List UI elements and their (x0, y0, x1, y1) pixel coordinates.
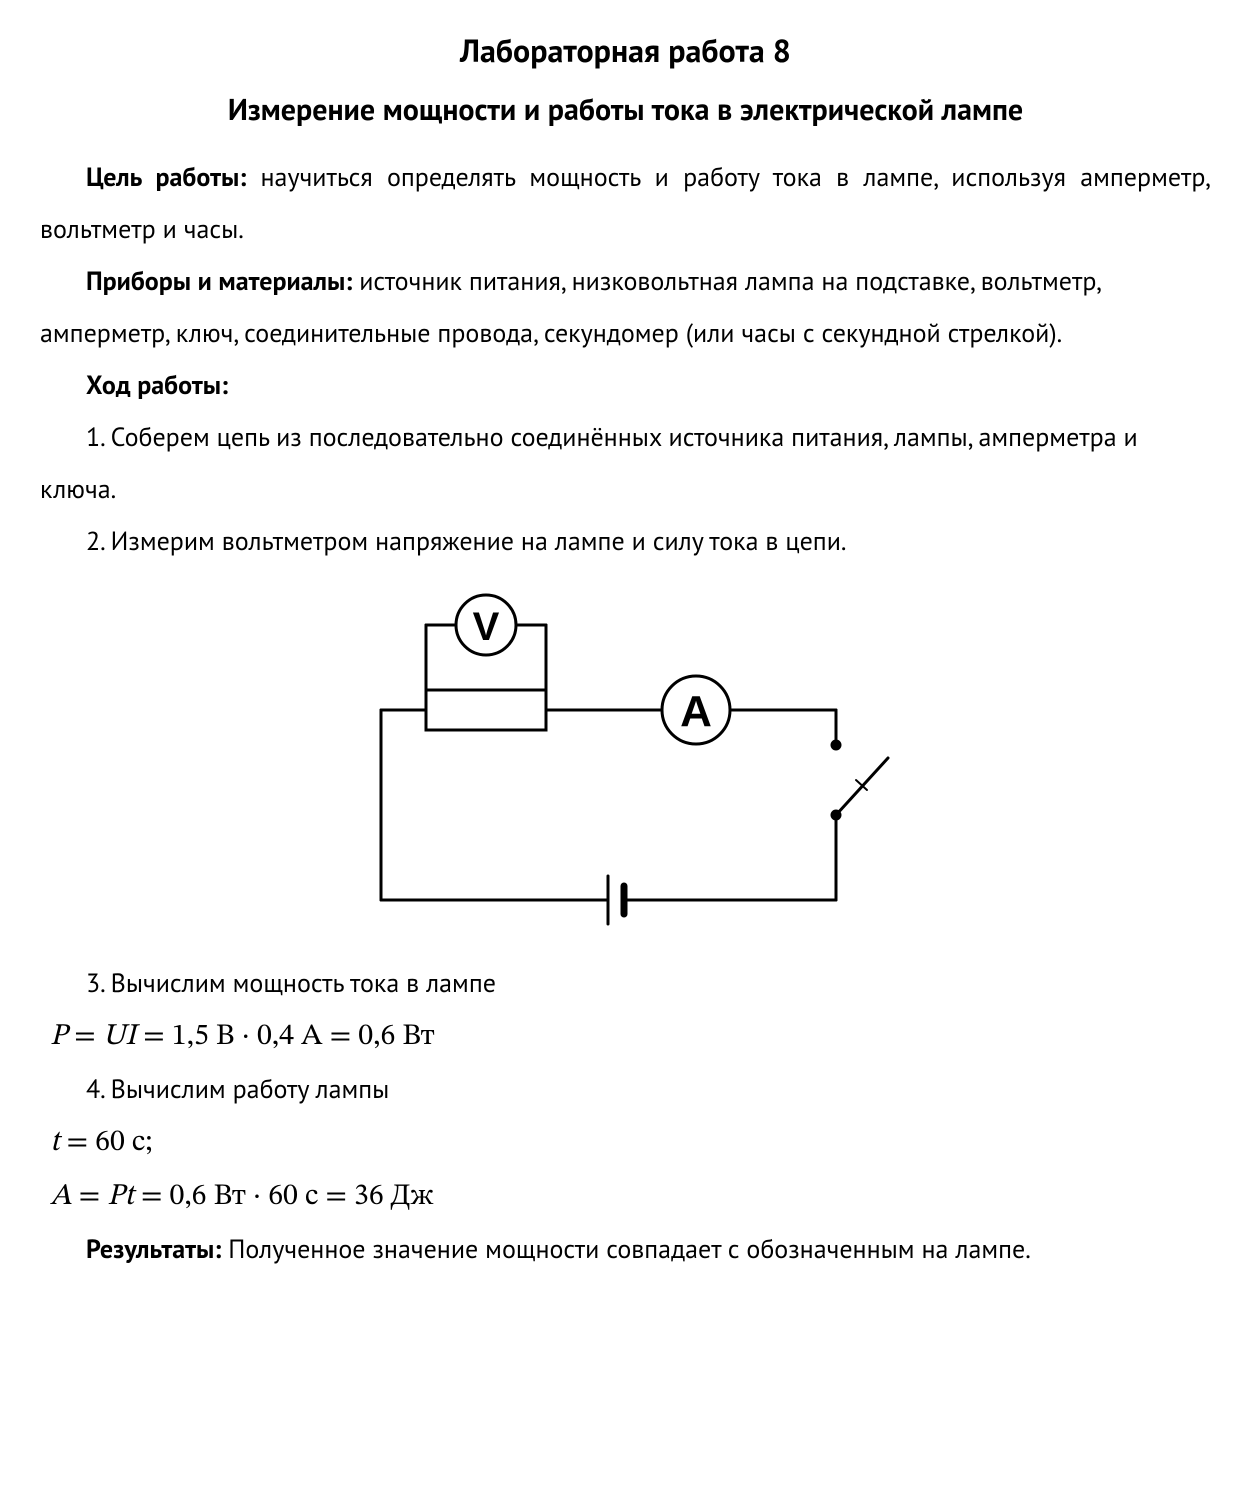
power-var: P (50, 1022, 67, 1052)
time-formula: t = 60 с; (50, 1116, 1211, 1170)
voltmeter-label: V (472, 605, 499, 649)
ammeter-label: A (680, 687, 712, 736)
goal-label: Цель работы: (86, 161, 246, 194)
results-paragraph: Результаты: Полученное значение мощности… (40, 1224, 1211, 1276)
step-2: 2. Измерим вольтметром напряжение на лам… (40, 516, 1211, 568)
lab-title: Лабораторная работа 8 (40, 28, 1211, 72)
work-eq1: = (72, 1182, 108, 1212)
work-eq2: = 0,6 Вт · 60 с = 36 Дж (134, 1182, 434, 1212)
power-eq2: = 1,5 В · 0,4 А = 0,6 Вт (136, 1022, 434, 1052)
power-eq1: = (67, 1022, 103, 1052)
lab-subtitle: Измерение мощности и работы тока в элект… (40, 90, 1211, 130)
equipment-paragraph: Приборы и материалы: источник питания, н… (40, 256, 1211, 360)
step-4: 4. Вычислим работу лампы (40, 1064, 1211, 1116)
procedure-label: Ход работы: (40, 360, 1211, 412)
document-page: Лабораторная работа 8 Измерение мощности… (0, 0, 1251, 1497)
circuit-diagram: V A (40, 580, 1211, 950)
power-rhs1: UI (103, 1022, 136, 1052)
results-label: Результаты: (86, 1233, 221, 1266)
circuit-svg: V A (326, 580, 926, 950)
work-var: A (50, 1182, 72, 1212)
equipment-label: Приборы и материалы: (86, 265, 352, 298)
step-3: 3. Вычислим мощность тока в лампе (40, 958, 1211, 1010)
step-1: 1. Соберем цепь из последовательно соеди… (40, 412, 1211, 516)
work-formula: A = Pt = 0,6 Вт · 60 с = 36 Дж (50, 1170, 1211, 1224)
work-rhs1: Pt (107, 1182, 134, 1212)
results-text: Полученное значение мощности совпадает с… (228, 1233, 1031, 1266)
goal-paragraph: Цель работы: научиться определять мощнос… (40, 152, 1211, 256)
procedure-label-text: Ход работы: (86, 369, 228, 402)
time-eq: = 60 с; (59, 1128, 152, 1158)
power-formula: P = UI = 1,5 В · 0,4 А = 0,6 Вт (50, 1010, 1211, 1064)
